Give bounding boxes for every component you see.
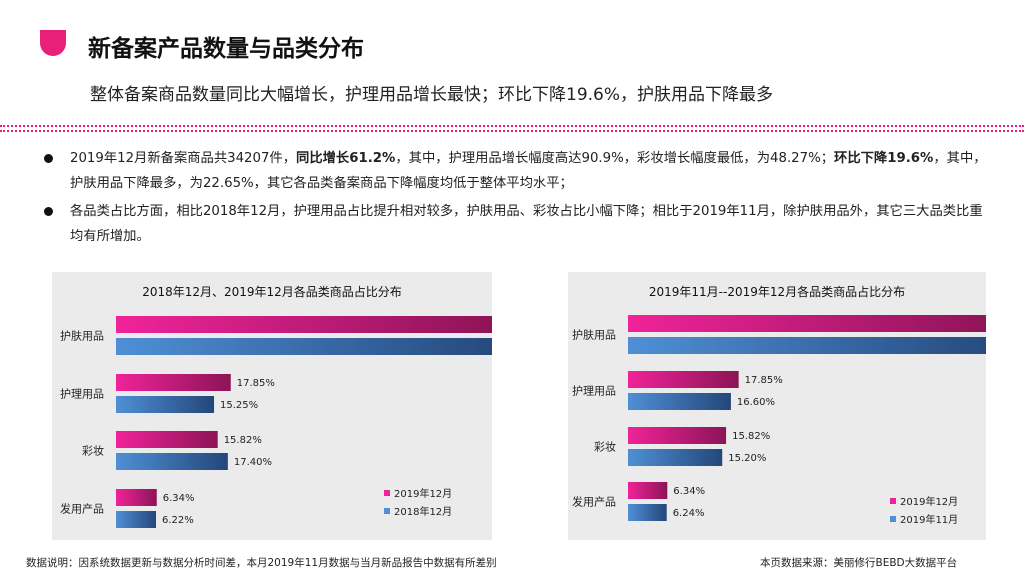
category-label: 护理用品 (60, 387, 104, 401)
legend-swatch (890, 498, 896, 504)
legend-swatch (384, 490, 390, 496)
summary-bullets: 2019年12月新备案商品共34207件，同比增长61.2%，其中，护理用品增长… (40, 146, 990, 252)
data-label: 17.85% (745, 375, 783, 386)
bar-series2 (116, 338, 492, 355)
chart-title: 2019年11月--2019年12月各品类商品占比分布 (648, 285, 906, 299)
data-source: 本页数据来源：美丽修行BEBD大数据平台 (760, 557, 958, 569)
data-label: 6.22% (162, 515, 194, 526)
bar-series1 (628, 427, 727, 444)
bar-series2 (116, 396, 215, 413)
header-divider-2 (0, 130, 1024, 132)
brand-logo (40, 30, 66, 56)
data-label: 6.34% (163, 493, 195, 504)
bar-series2 (628, 504, 667, 521)
leaf-logo-icon (40, 30, 66, 56)
bar-series1 (116, 431, 218, 448)
data-label: 6.34% (673, 486, 705, 497)
data-label: 15.25% (220, 400, 258, 411)
category-label: 护理用品 (572, 384, 616, 398)
data-label: 17.40% (234, 457, 272, 468)
bullet-text: 环比下降19.6% (834, 151, 934, 166)
bar-chart-mom: 护肤用品59.99%61.97%护理用品17.85%16.60%彩妆15.82%… (572, 315, 986, 526)
legend-label: 2019年11月 (900, 513, 958, 526)
bar-series2 (628, 449, 723, 466)
data-label: 15.82% (732, 431, 770, 442)
bar-series1 (116, 489, 157, 506)
data-label: 15.82% (224, 435, 262, 446)
bar-series1 (116, 374, 231, 391)
category-label: 护肤用品 (60, 329, 104, 343)
legend-label: 2019年12月 (900, 495, 958, 508)
page-subtitle: 整体备案商品数量同比大幅增长，护理用品增长最快；环比下降19.6%，护肤用品下降… (90, 85, 774, 105)
data-label: 16.60% (737, 397, 775, 408)
data-label: 6.24% (673, 508, 705, 519)
bar-series2 (628, 337, 986, 354)
page-title: 新备案产品数量与品类分布 (88, 36, 364, 62)
header-divider (0, 125, 1024, 127)
data-note: 数据说明：因系统数据更新与数据分析时间差，本月2019年11月数据与当月新品报告… (26, 557, 497, 569)
category-label: 发用产品 (572, 495, 616, 509)
chart-panel-yoy: 2018年12月、2019年12月各品类商品占比分布 护肤用品59.99%61.… (52, 272, 492, 540)
bar-series1 (116, 316, 492, 333)
legend-swatch (384, 508, 390, 514)
data-label: 17.85% (237, 378, 275, 389)
category-label: 护肤用品 (572, 328, 616, 342)
bar-series2 (116, 453, 228, 470)
bar-series1 (628, 482, 668, 499)
bar-series1 (628, 315, 986, 332)
bullet-text: ，其中，护肤用品下降最多，为22.65%，其它各品类备案商品下降幅度均低于整体平… (70, 151, 987, 191)
bullet-item: 2019年12月新备案商品共34207件，同比增长61.2%，其中，护理用品增长… (40, 146, 990, 196)
bar-chart-yoy: 护肤用品59.99%61.12%护理用品17.85%15.25%彩妆15.82%… (60, 316, 492, 528)
legend-label: 2019年12月 (394, 487, 452, 500)
category-label: 彩妆 (82, 445, 104, 458)
category-label: 发用产品 (60, 502, 104, 516)
bar-series2 (628, 393, 731, 410)
data-label: 15.20% (728, 453, 766, 464)
bar-series1 (628, 371, 739, 388)
bullet-text: 同比增长61.2% (296, 151, 396, 166)
category-label: 彩妆 (594, 441, 616, 454)
bullet-item: 各品类占比方面，相比2018年12月，护理用品占比提升相对较多，护肤用品、彩妆占… (40, 199, 990, 249)
bullet-text: 各品类占比方面，相比2018年12月，护理用品占比提升相对较多，护肤用品、彩妆占… (70, 204, 983, 244)
legend-label: 2018年12月 (394, 505, 452, 518)
bullet-dot-icon (44, 154, 53, 163)
bullet-dot-icon (44, 207, 53, 216)
chart-panel-mom: 2019年11月--2019年12月各品类商品占比分布 护肤用品59.99%61… (568, 272, 986, 540)
chart-title: 2018年12月、2019年12月各品类商品占比分布 (142, 285, 402, 299)
bullet-text: ，其中，护理用品增长幅度高达90.9%，彩妆增长幅度最低，为48.27%； (395, 151, 835, 166)
bar-series2 (116, 511, 156, 528)
bullet-text: 2019年12月新备案商品共34207件， (70, 151, 297, 166)
legend-swatch (890, 516, 896, 522)
